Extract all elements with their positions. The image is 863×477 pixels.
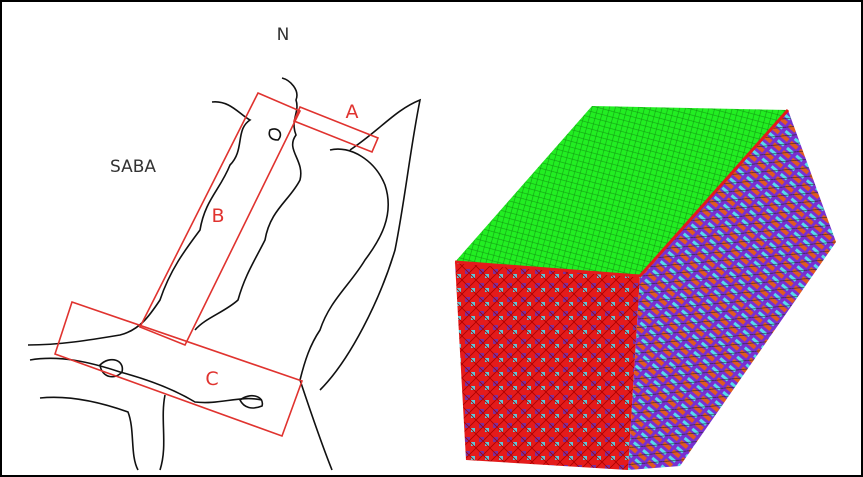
figure: N SABA A B C — [0, 0, 863, 477]
place-label: SABA — [110, 157, 156, 177]
north-label: N — [277, 25, 290, 45]
zone-label: A — [346, 101, 359, 123]
page: {"map": {"north_label": "N", "place_labe… — [0, 0, 863, 477]
zone-label: B — [211, 205, 224, 227]
zone-label: C — [205, 368, 218, 390]
mesh-front — [455, 262, 640, 470]
